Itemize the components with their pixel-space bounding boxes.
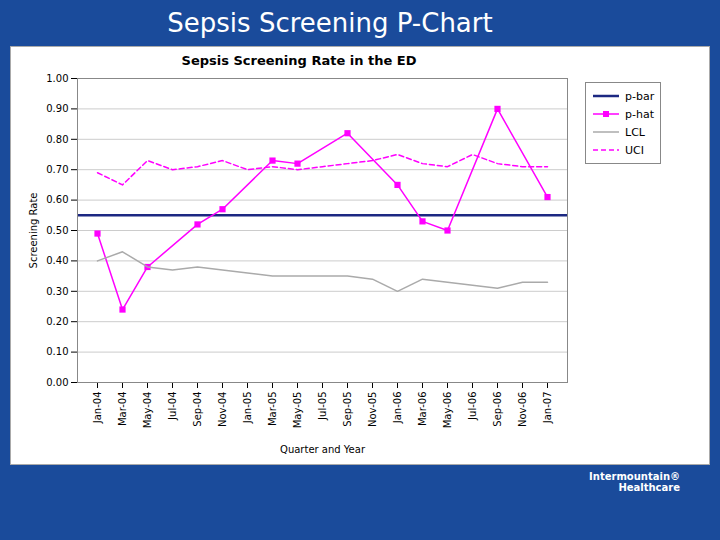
- svg-text:Jul-06: Jul-06: [467, 392, 478, 421]
- html-text:Sepsis Screening Rate in the E: Sepsis Screening Rate in the ED: [181, 53, 417, 68]
- svg-text:Jan-06: Jan-06: [392, 392, 403, 425]
- svg-text:Sep-05: Sep-05: [342, 392, 353, 427]
- svg-text:0.10: 0.10: [46, 346, 68, 357]
- svg-text:0.00: 0.00: [46, 377, 68, 388]
- svg-text:May-04: May-04: [142, 392, 153, 429]
- svg-text:Nov-06: Nov-06: [517, 392, 528, 428]
- svg-text:0.50: 0.50: [46, 225, 68, 236]
- svg-text:0.30: 0.30: [46, 286, 68, 297]
- svg-text:Nov-05: Nov-05: [367, 392, 378, 428]
- svg-text:Jan-07: Jan-07: [542, 392, 553, 425]
- html-text:Sepsis Screening P-Chart: Sepsis Screening P-Chart: [167, 8, 493, 38]
- svg-text:Sep-06: Sep-06: [492, 392, 503, 427]
- svg-text:0.60: 0.60: [46, 194, 68, 205]
- html-text:UCI: UCI: [625, 143, 644, 157]
- svg-text:0.80: 0.80: [46, 134, 68, 145]
- svg-text:Jan-05: Jan-05: [242, 392, 253, 425]
- svg-text:May-06: May-06: [442, 392, 453, 429]
- svg-text:Mar-05: Mar-05: [267, 392, 278, 427]
- svg-text:Jan-04: Jan-04: [92, 392, 103, 425]
- svg-text:Sep-04: Sep-04: [192, 392, 203, 427]
- html-text:LCL: LCL: [625, 125, 645, 139]
- svg-text:0.20: 0.20: [46, 316, 68, 327]
- svg-text:Jul-04: Jul-04: [167, 392, 178, 421]
- svg-text:0.40: 0.40: [46, 255, 68, 266]
- html-text:Intermountain® Healthcare: Intermountain® Healthcare: [589, 471, 680, 493]
- html-text:p-bar: p-bar: [625, 89, 655, 103]
- svg-text:Mar-04: Mar-04: [117, 392, 128, 427]
- svg-text:0.70: 0.70: [46, 164, 68, 175]
- svg-text:1.00: 1.00: [46, 73, 68, 84]
- svg-text:Jul-05: Jul-05: [317, 392, 328, 421]
- svg-text:May-05: May-05: [292, 392, 303, 429]
- svg-text:Screening Rate: Screening Rate: [28, 193, 39, 269]
- svg-text:Quarter and Year: Quarter and Year: [280, 444, 366, 455]
- svg-text:Mar-06: Mar-06: [417, 392, 428, 427]
- svg-text:Nov-04: Nov-04: [217, 392, 228, 428]
- html-text:p-hat: p-hat: [625, 107, 654, 121]
- svg-text:0.90: 0.90: [46, 103, 68, 114]
